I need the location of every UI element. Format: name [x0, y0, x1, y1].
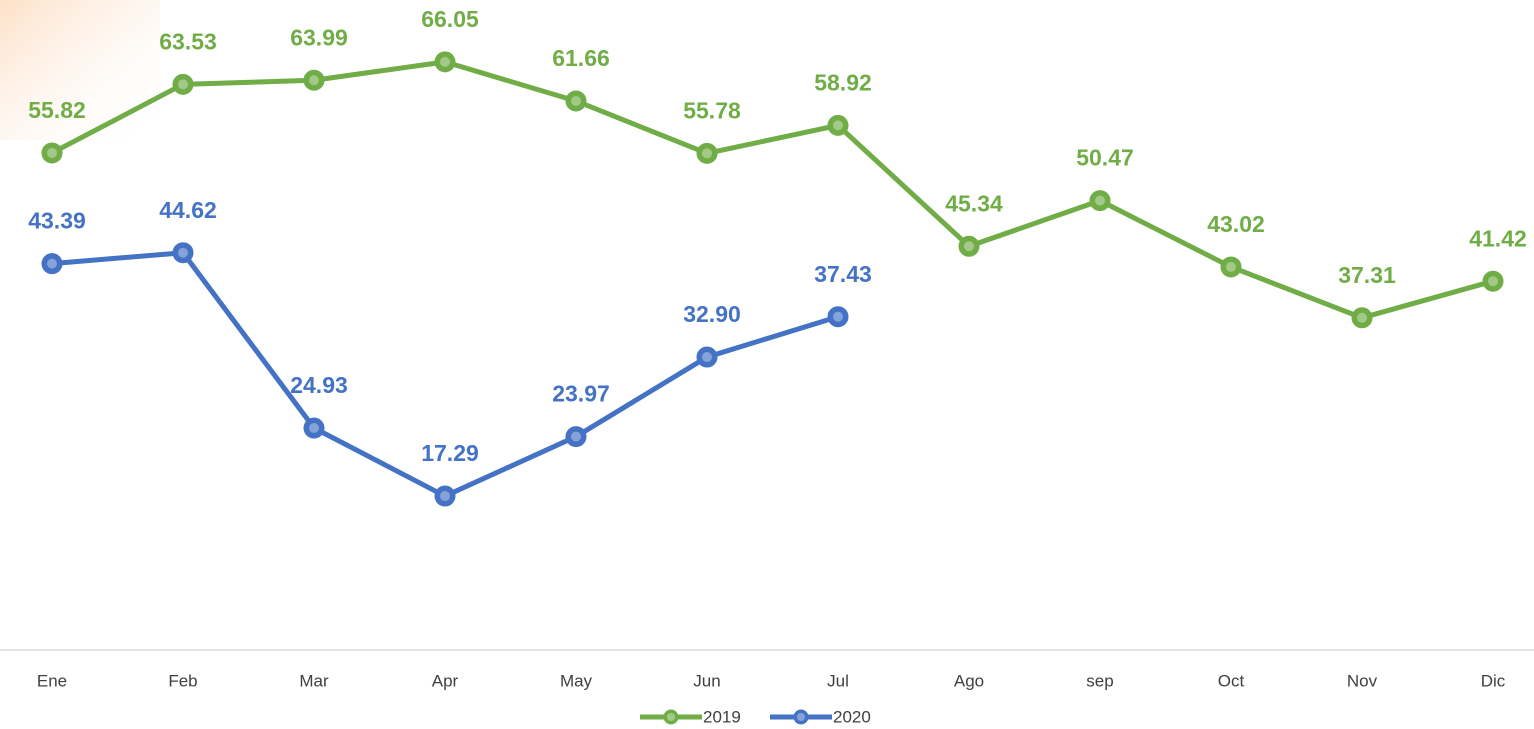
data-label: 45.34 [945, 190, 1003, 216]
data-label: 43.39 [28, 208, 86, 234]
point-marker-inner [309, 75, 319, 86]
point-marker-inner [1095, 195, 1105, 206]
point-marker-inner [178, 79, 188, 90]
point-marker [172, 242, 194, 264]
point-marker-inner [440, 56, 450, 67]
point-marker-inner [1488, 276, 1498, 287]
data-label: 37.43 [814, 261, 872, 287]
point-marker [172, 73, 194, 95]
point-marker-inner [1226, 261, 1236, 272]
point-marker [434, 51, 456, 73]
point-marker [827, 114, 849, 136]
point-marker [696, 142, 718, 164]
series-line [50, 59, 1494, 321]
legend-marker-inner [797, 713, 805, 721]
data-label: 50.47 [1076, 145, 1134, 171]
point-marker-inner [309, 423, 319, 434]
point-marker [565, 90, 587, 112]
point-marker [1482, 270, 1504, 292]
point-marker [1351, 307, 1373, 329]
point-marker-inner [47, 258, 57, 269]
point-marker-inner [964, 241, 974, 252]
legend-marker-inner [667, 713, 675, 721]
point-marker [41, 142, 63, 164]
data-label: 55.78 [683, 97, 741, 123]
point-marker [827, 306, 849, 328]
x-tick-label: Feb [168, 671, 197, 690]
data-label: 63.99 [290, 24, 348, 50]
x-tick-label: Ene [37, 671, 67, 690]
x-tick-label: Ago [954, 671, 984, 690]
data-label: 37.31 [1338, 262, 1396, 288]
data-label: 23.97 [552, 381, 610, 407]
x-tick-label: Nov [1347, 671, 1378, 690]
point-marker-inner [833, 120, 843, 131]
legend-marker [663, 709, 679, 725]
data-label: 41.42 [1469, 225, 1527, 251]
data-label: 44.62 [159, 197, 217, 223]
point-marker [565, 426, 587, 448]
data-label: 32.90 [683, 301, 741, 327]
point-marker [958, 235, 980, 257]
data-label: 66.05 [421, 6, 479, 32]
data-label: 55.82 [28, 97, 86, 123]
point-marker-inner [47, 147, 57, 158]
point-marker [303, 69, 325, 91]
point-marker-inner [178, 247, 188, 258]
point-marker-inner [440, 491, 450, 502]
point-marker-inner [702, 148, 712, 159]
data-label: 63.53 [159, 28, 217, 54]
point-marker-inner [702, 352, 712, 363]
data-label: 24.93 [290, 372, 348, 398]
background-glow [0, 0, 160, 140]
data-label: 58.92 [814, 69, 872, 95]
point-marker-inner [571, 95, 581, 106]
x-tick-label: Mar [299, 671, 329, 690]
legend-marker [793, 709, 809, 725]
point-marker [303, 417, 325, 439]
x-tick-label: Dic [1481, 671, 1506, 690]
point-marker-inner [833, 311, 843, 322]
x-tick-label: Oct [1218, 671, 1245, 690]
data-label: 43.02 [1207, 211, 1265, 237]
point-marker-inner [571, 431, 581, 442]
point-marker [696, 346, 718, 368]
point-marker [1089, 190, 1111, 212]
x-tick-label: Jun [693, 671, 720, 690]
point-marker-inner [1357, 312, 1367, 323]
data-label: 17.29 [421, 440, 479, 466]
legend-label: 2019 [703, 707, 741, 726]
data-label: 61.66 [552, 45, 610, 71]
point-marker [41, 253, 63, 275]
point-marker [1220, 256, 1242, 278]
x-tick-label: May [560, 671, 593, 690]
x-tick-label: sep [1086, 671, 1113, 690]
legend-label: 2020 [833, 707, 871, 726]
x-tick-label: Apr [432, 671, 459, 690]
x-tick-label: Jul [827, 671, 849, 690]
point-marker [434, 485, 456, 507]
